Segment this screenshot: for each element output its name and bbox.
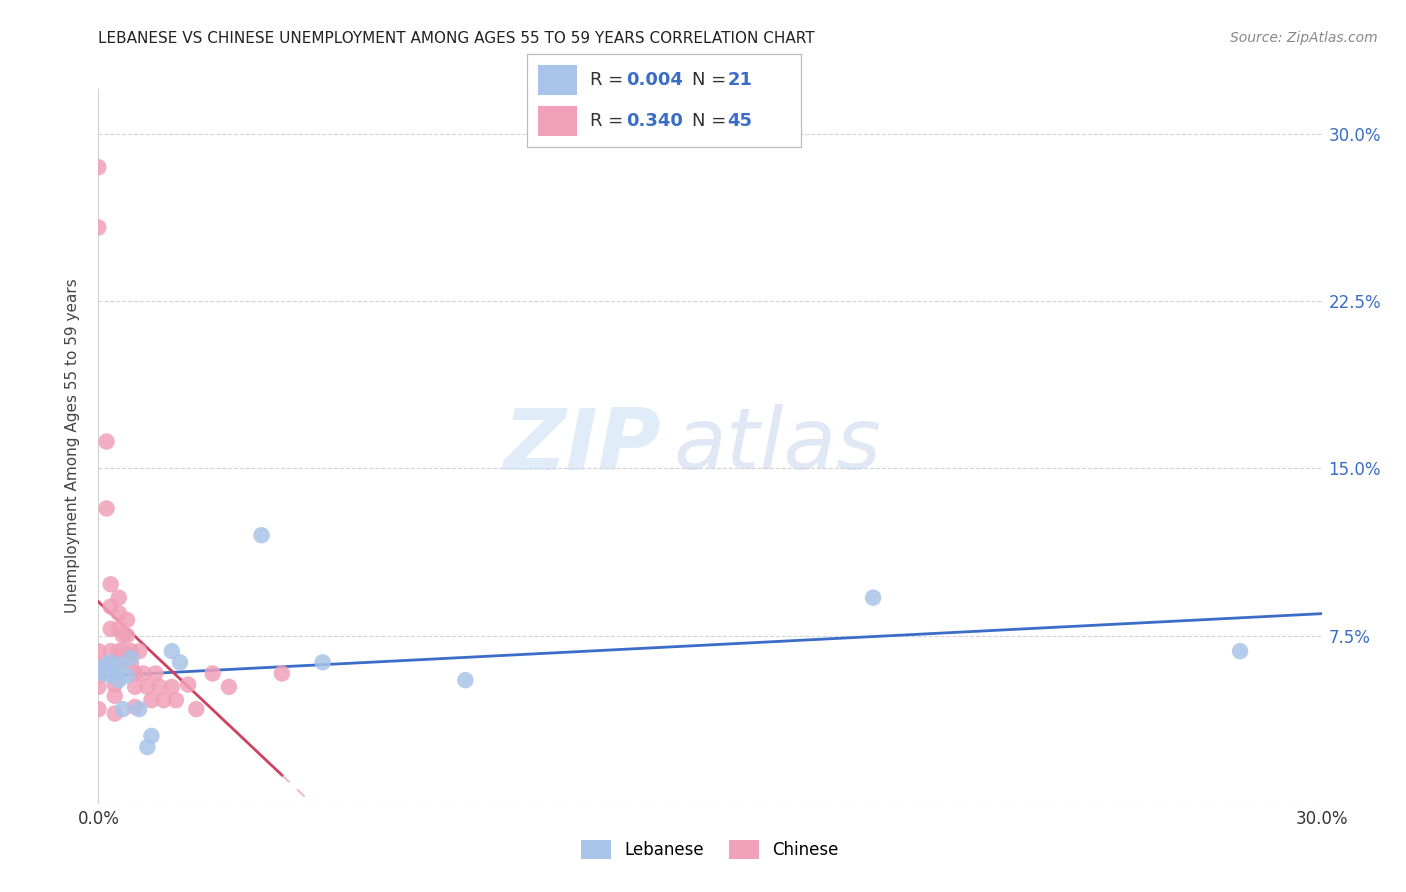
Point [111,628,134,642]
Point [250,528,273,542]
Point [91,666,114,681]
Point [177,678,200,692]
Point [120,657,142,672]
Point [96,501,118,516]
Point [87,702,110,716]
Point [104,666,127,681]
Point [454,673,477,687]
Point [141,729,163,743]
Point [87,680,110,694]
Point [104,657,127,672]
Point [108,591,131,605]
Y-axis label: Unemployment Among Ages 55 to 59 years: Unemployment Among Ages 55 to 59 years [65,278,80,614]
Bar [538,106,576,136]
Point [312,655,335,669]
Point [96,434,118,449]
Point [218,680,240,694]
Point [1229,644,1251,658]
Text: atlas: atlas [673,404,882,488]
Text: R =: R = [591,112,630,130]
Text: 0.004: 0.004 [626,70,683,88]
Point [128,644,150,658]
Point [87,657,110,672]
Point [111,644,134,658]
Point [104,678,127,692]
Point [108,607,131,621]
Point [108,657,131,672]
Point [100,669,122,683]
Point [115,669,138,683]
Point [124,680,146,694]
Point [108,673,131,687]
Text: 45: 45 [727,112,752,130]
Point [160,644,183,658]
Point [100,599,122,614]
Point [124,699,146,714]
Point [100,655,122,669]
Point [87,644,110,658]
Point [87,220,110,235]
Point [186,702,208,716]
Point [152,693,174,707]
Point [160,680,183,694]
Text: 21: 21 [727,70,752,88]
Point [87,161,110,175]
Point [145,666,167,681]
Point [111,702,134,716]
Text: ZIP: ZIP [503,404,661,488]
Point [862,591,884,605]
Point [120,651,142,665]
Point [87,669,110,683]
Point [96,657,118,672]
Point [141,693,163,707]
Text: N =: N = [692,70,731,88]
Point [136,680,159,694]
Point [100,644,122,658]
Point [128,702,150,716]
Point [108,644,131,658]
Text: Source: ZipAtlas.com: Source: ZipAtlas.com [1230,31,1378,45]
Point [120,644,142,658]
Point [104,666,127,681]
Text: R =: R = [591,70,630,88]
Point [201,666,224,681]
Point [165,693,187,707]
Bar [538,65,576,95]
Point [124,666,146,681]
Point [169,655,191,669]
Point [149,680,172,694]
Text: LEBANESE VS CHINESE UNEMPLOYMENT AMONG AGES 55 TO 59 YEARS CORRELATION CHART: LEBANESE VS CHINESE UNEMPLOYMENT AMONG A… [98,31,815,46]
Point [108,622,131,636]
Point [100,622,122,636]
Point [87,662,110,676]
Point [270,666,294,681]
Point [104,706,127,721]
Point [115,628,138,642]
Point [136,740,159,755]
Point [104,689,127,703]
Legend: Lebanese, Chinese: Lebanese, Chinese [575,833,845,866]
Point [115,613,138,627]
Text: N =: N = [692,112,731,130]
Point [100,577,122,591]
Point [132,666,155,681]
Text: 0.340: 0.340 [626,112,683,130]
